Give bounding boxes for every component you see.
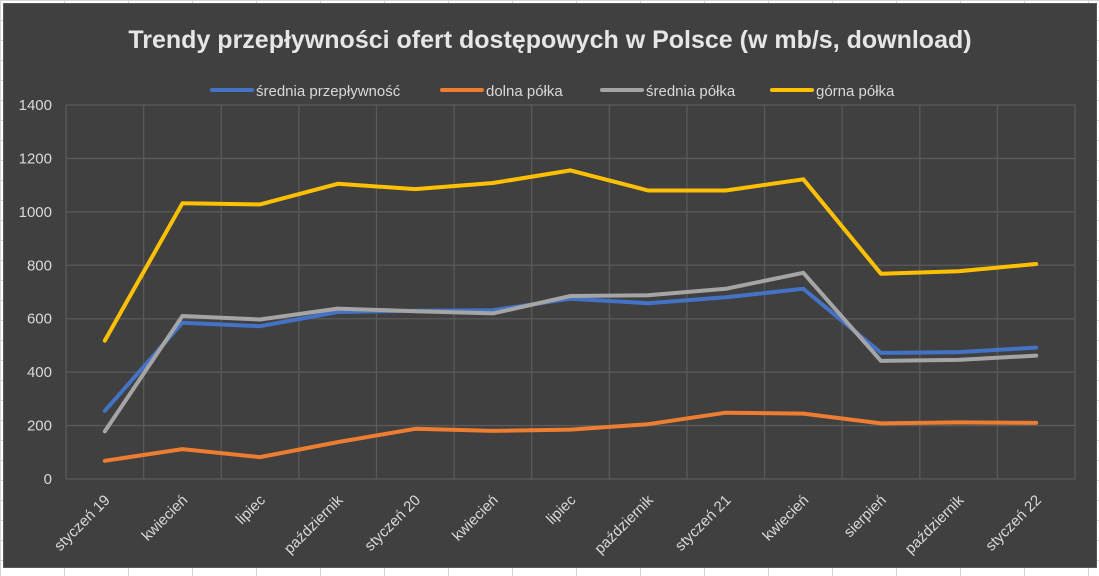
x-tick-label: styczeń 19 xyxy=(51,492,114,555)
chart-title: Trendy przepływności ofert dostępowych w… xyxy=(128,26,972,54)
x-tick-label: sierpień xyxy=(841,492,890,541)
x-tick-label: październik xyxy=(902,491,968,557)
legend-label: górna półka xyxy=(816,83,895,100)
legend-label: średnia przepływność xyxy=(256,83,401,100)
y-tick-label: 800 xyxy=(27,257,52,274)
series-line-1 xyxy=(102,286,1039,413)
x-tick-label: styczeń 20 xyxy=(361,492,424,555)
y-tick-label: 600 xyxy=(27,311,52,328)
y-tick-label: 1200 xyxy=(19,150,52,167)
x-tick-label: kwiecień xyxy=(759,492,812,545)
series-line-4 xyxy=(102,168,1039,343)
x-tick-label: październik xyxy=(591,491,657,557)
legend-label: dolna półka xyxy=(486,83,563,100)
x-tick-label: kwiecień xyxy=(139,492,192,545)
series-line-2 xyxy=(102,410,1039,463)
chart-area[interactable]: Trendy przepływności ofert dostępowych w… xyxy=(3,3,1097,568)
x-tick-label: styczeń 21 xyxy=(672,492,735,555)
series-line-3 xyxy=(102,270,1039,434)
x-tick-label: kwiecień xyxy=(449,492,502,545)
x-tick-label: styczeń 22 xyxy=(982,492,1045,555)
y-tick-label: 400 xyxy=(27,364,52,381)
y-tick-label: 1000 xyxy=(19,204,52,221)
line-chart: 0 200 400 600 800 1000 1200 1400 styczeń 19 kwiec… xyxy=(19,83,1076,557)
legend-label: średnia półka xyxy=(646,83,736,100)
x-tick-label: lipiec xyxy=(233,491,270,528)
y-tick-label: 1400 xyxy=(19,97,52,114)
y-tick-label: 200 xyxy=(27,418,52,435)
x-tick-label: lipiec xyxy=(543,491,580,528)
x-tick-label: październik xyxy=(281,491,347,557)
y-tick-label: 0 xyxy=(44,471,52,488)
